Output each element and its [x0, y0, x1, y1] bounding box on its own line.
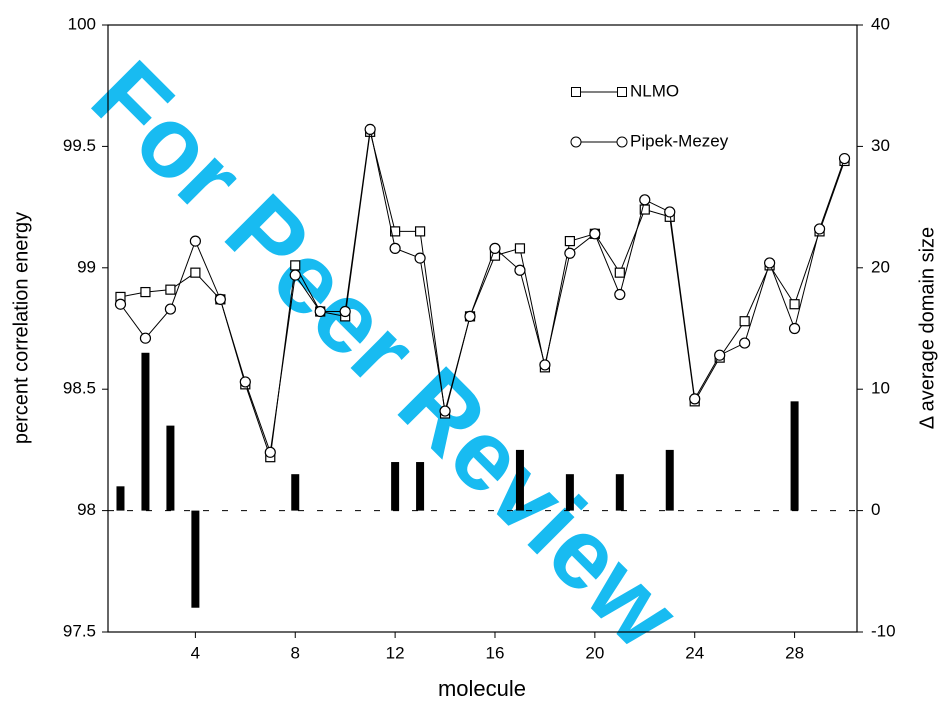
point	[514, 243, 526, 254]
y-axis-label: percent correlation energy	[10, 212, 32, 444]
point	[314, 305, 326, 318]
point	[389, 242, 401, 254]
point	[639, 194, 651, 206]
watermark: For Peer Review	[71, 40, 701, 670]
bar	[391, 462, 400, 511]
bar	[116, 486, 125, 511]
x-tick-label: 24	[685, 643, 704, 662]
y2-axis-label: Δ average domain size	[916, 227, 938, 429]
point	[414, 226, 426, 237]
point	[813, 223, 826, 235]
legend-marker	[617, 87, 627, 97]
point	[764, 257, 776, 269]
point	[164, 303, 177, 315]
x-tick-label: 4	[191, 643, 200, 662]
point	[339, 305, 351, 318]
point	[788, 322, 801, 335]
y-tick-label: 99	[77, 257, 96, 276]
point	[838, 152, 851, 165]
legend-label: Pipek-Mezey	[630, 131, 729, 150]
bar	[515, 449, 524, 511]
x-tick-label: 8	[291, 643, 300, 662]
point	[165, 284, 176, 295]
point	[289, 269, 301, 281]
y-tick-label: 100	[68, 14, 96, 33]
point	[714, 349, 726, 361]
point	[739, 337, 751, 349]
plot-frame	[107, 24, 858, 633]
y-tick-label: 98	[77, 500, 96, 519]
point	[189, 235, 201, 247]
bar	[291, 474, 300, 511]
point	[664, 206, 676, 218]
y-tick-label: 99.5	[63, 136, 96, 155]
y2-tick-label: 40	[871, 14, 890, 33]
bar	[790, 401, 799, 511]
bar	[565, 474, 574, 511]
x-axis-label: molecule	[438, 676, 526, 701]
point	[514, 264, 526, 276]
point	[614, 288, 626, 301]
point	[539, 359, 551, 371]
point	[190, 267, 201, 278]
point	[114, 298, 127, 310]
point	[589, 228, 601, 240]
point	[614, 267, 625, 278]
x-tick-label: 28	[785, 643, 804, 662]
point	[239, 376, 251, 388]
point	[414, 252, 426, 264]
y-tick-label: 97.5	[63, 621, 96, 640]
point	[439, 405, 451, 417]
bar	[166, 425, 175, 511]
bar	[416, 462, 425, 511]
point	[390, 226, 401, 237]
point	[364, 123, 376, 136]
y2-tick-label: 0	[871, 500, 880, 519]
point	[689, 393, 701, 405]
bar	[191, 510, 200, 608]
x-tick-label: 20	[585, 643, 604, 662]
point	[789, 299, 800, 310]
y2-tick-label: 30	[871, 136, 890, 155]
point	[214, 293, 226, 305]
legend-marker	[571, 87, 581, 97]
y2-tick-label: -10	[871, 621, 896, 640]
point	[564, 235, 575, 247]
bar	[615, 474, 624, 511]
x-tick-label: 12	[386, 643, 405, 662]
y2-tick-label: 20	[871, 257, 890, 276]
legend-label: NLMO	[630, 81, 679, 100]
x-tick-label: 16	[486, 643, 505, 662]
point	[564, 247, 576, 259]
y2-tick-label: 10	[871, 379, 890, 398]
point	[264, 446, 276, 458]
point	[290, 260, 301, 271]
legend-marker	[570, 136, 582, 148]
bar	[141, 352, 150, 511]
point	[739, 316, 750, 327]
point	[464, 310, 476, 322]
legend-marker	[616, 136, 628, 148]
y-tick-label: 98.5	[63, 379, 96, 398]
point	[140, 286, 151, 298]
bar	[665, 449, 674, 511]
point	[139, 332, 152, 344]
point	[489, 242, 501, 254]
